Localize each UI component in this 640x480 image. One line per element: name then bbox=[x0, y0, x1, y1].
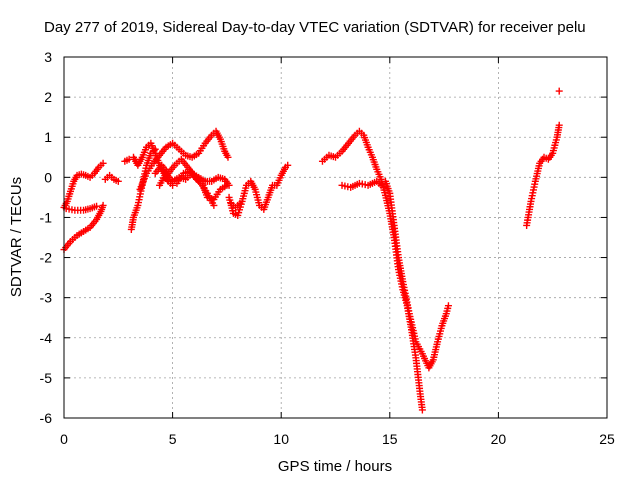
data-point bbox=[444, 302, 452, 310]
data-point bbox=[555, 87, 563, 95]
data-point bbox=[99, 159, 107, 167]
y-tick-label: 2 bbox=[44, 89, 52, 105]
data-point bbox=[284, 161, 292, 169]
y-tick-label: 1 bbox=[44, 129, 52, 145]
x-tick-label: 15 bbox=[382, 431, 398, 447]
data-point bbox=[114, 177, 122, 185]
data-point bbox=[210, 201, 218, 209]
chart-title: Day 277 of 2019, Sidereal Day-to-day VTE… bbox=[44, 19, 586, 36]
y-tick-label: -6 bbox=[40, 410, 53, 426]
y-tick-label: -4 bbox=[40, 330, 53, 346]
y-tick-label: 3 bbox=[44, 49, 52, 65]
x-tick-label: 25 bbox=[599, 431, 615, 447]
data-point bbox=[93, 202, 101, 210]
y-axis-label: SDTVAR / TECUs bbox=[8, 177, 25, 297]
plot-frame bbox=[63, 56, 608, 419]
x-axis-label: GPS time / hours bbox=[278, 458, 392, 475]
axis-ticks: 0 5 10 15 20 25 -6 -5 -4 -3 -2 -1 0 1 2 3 bbox=[40, 49, 615, 447]
data-series bbox=[60, 87, 563, 414]
y-tick-label: -3 bbox=[40, 290, 53, 306]
y-tick-label: 0 bbox=[44, 169, 52, 185]
x-tick-label: 20 bbox=[491, 431, 507, 447]
grid-lines bbox=[64, 57, 607, 418]
x-tick-label: 10 bbox=[273, 431, 289, 447]
data-point bbox=[379, 183, 387, 191]
y-tick-label: -2 bbox=[40, 250, 53, 266]
x-tick-label: 0 bbox=[60, 431, 68, 447]
data-point bbox=[224, 153, 232, 161]
data-point bbox=[236, 199, 244, 207]
data-point bbox=[555, 121, 563, 129]
y-tick-label: -1 bbox=[40, 209, 53, 225]
y-tick-label: -5 bbox=[40, 370, 53, 386]
data-point bbox=[223, 181, 231, 189]
data-point bbox=[418, 406, 426, 414]
x-tick-label: 5 bbox=[169, 431, 177, 447]
data-point bbox=[99, 201, 107, 209]
